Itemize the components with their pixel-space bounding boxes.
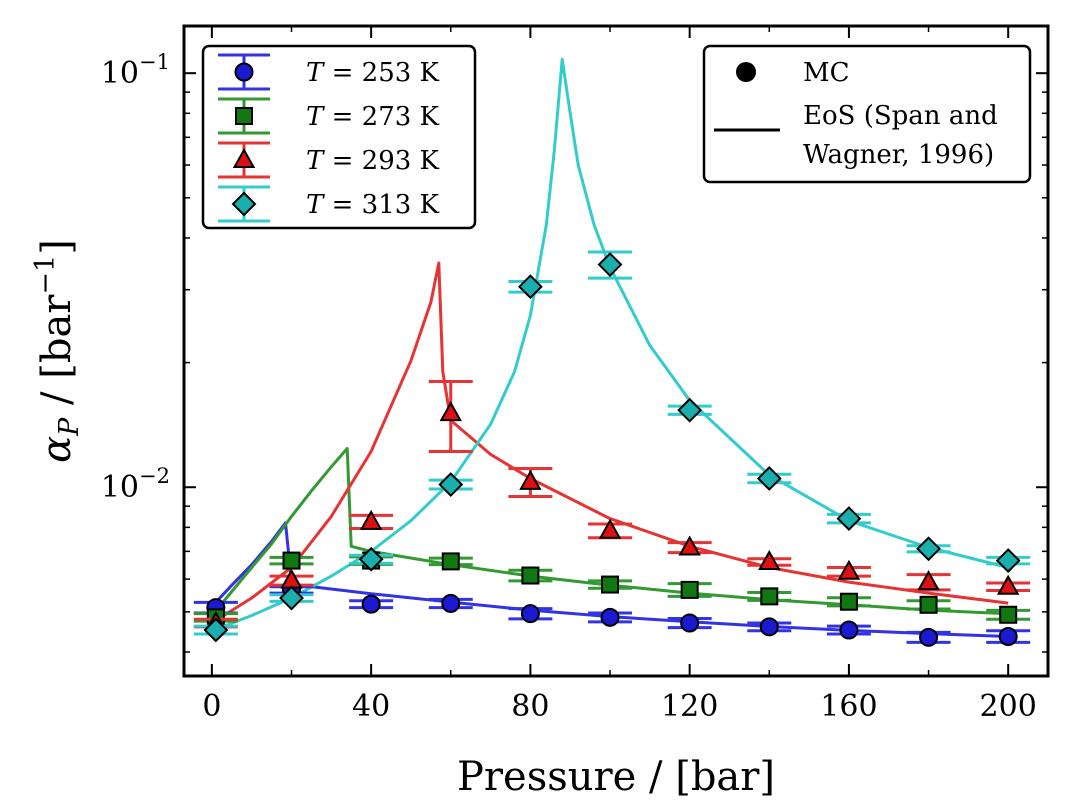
plot-frame <box>182 24 1050 678</box>
y-axis-unit-close: ] <box>34 239 80 255</box>
x-tick-label: 120 <box>661 689 718 724</box>
x-tick-label: 0 <box>202 689 221 724</box>
data-point <box>359 509 383 530</box>
mc-series-293k <box>193 380 1031 631</box>
legend-marker <box>235 107 253 125</box>
data-point <box>441 552 460 571</box>
data-point <box>919 595 938 614</box>
data-point <box>680 580 699 599</box>
data-point <box>600 607 620 627</box>
legend-label: T = 293 K <box>306 146 440 176</box>
style-legend: MC EoS (Span and Wagner, 1996) <box>702 44 1032 184</box>
y-axis-symbol: α <box>34 436 80 463</box>
x-tick-label: 200 <box>980 689 1037 724</box>
data-point <box>919 627 939 647</box>
x-tick-label: 80 <box>511 689 549 724</box>
legend-marker <box>232 147 256 168</box>
y-tick-label: 10−1 <box>101 50 170 91</box>
legend-eos-label-line2: Wagner, 1996) <box>803 140 994 170</box>
data-point <box>361 594 381 614</box>
data-point <box>438 472 464 497</box>
data-point <box>839 592 858 611</box>
data-point <box>520 604 540 624</box>
data-point <box>439 401 462 422</box>
legend-marker <box>231 191 257 217</box>
legend-label: T = 313 K <box>306 190 440 220</box>
data-point <box>756 466 782 491</box>
legend-entry-273k: T = 273 K <box>218 97 440 135</box>
data-point <box>917 570 940 591</box>
series-legend: T = 253 K T = 273 K T = 293 K T = 313 K <box>201 44 477 230</box>
legend-label: T = 273 K <box>306 102 440 132</box>
y-axis-unit: / [bar <box>34 294 80 418</box>
x-tick-label: 160 <box>820 689 877 724</box>
data-point <box>203 617 229 643</box>
legend-marker <box>234 62 254 82</box>
data-point <box>282 551 301 570</box>
data-point <box>680 613 700 633</box>
data-point <box>837 559 861 580</box>
data-point <box>678 535 701 556</box>
style-legend-box <box>702 44 1032 184</box>
plot-area <box>193 57 1031 647</box>
series-legend-entries: T = 253 K T = 273 K T = 293 K T = 313 K <box>218 53 440 223</box>
legend-entry-253k: T = 253 K <box>218 53 440 91</box>
data-point <box>677 397 703 423</box>
data-point <box>999 605 1018 624</box>
y-axis-unit-exponent: −1 <box>30 255 61 295</box>
data-point <box>519 469 542 490</box>
data-point <box>760 587 779 606</box>
legend-mc-marker <box>736 62 756 82</box>
y-axis-subscript: P <box>54 417 85 437</box>
x-axis-title: Pressure / [bar] <box>457 754 775 800</box>
data-point <box>839 620 859 640</box>
data-point <box>517 274 543 300</box>
y-tick-label: 10−2 <box>101 464 170 505</box>
legend-eos-label-line1: EoS (Span and <box>803 101 998 131</box>
x-tick-label: 40 <box>352 689 390 724</box>
legend-mc-label: MC <box>803 58 850 88</box>
data-point <box>916 536 941 562</box>
data-point <box>836 506 862 531</box>
legend-label: T = 253 K <box>306 58 440 88</box>
legend-entry-313k: T = 313 K <box>218 185 440 223</box>
data-point <box>998 626 1018 646</box>
data-point <box>521 566 540 585</box>
data-point <box>601 575 620 594</box>
legend-entry-293k: T = 293 K <box>218 141 440 179</box>
data-point <box>441 593 461 613</box>
data-point <box>597 252 623 277</box>
mc-series-313k <box>193 250 1031 643</box>
data-point <box>358 546 384 572</box>
data-point <box>996 574 1020 595</box>
eos-curve-313k <box>211 57 1009 633</box>
eos-curve-253k <box>210 521 1009 638</box>
series-legend-box <box>201 44 477 230</box>
eos-curve-293k <box>211 261 1009 625</box>
data-point <box>279 585 304 611</box>
axis-ticks: 0 40 80 120 160 200 10−2 10−1 <box>101 26 1048 724</box>
data-point <box>598 518 622 539</box>
data-point <box>995 548 1021 573</box>
data-point <box>759 617 779 637</box>
y-axis-title: αP / [bar−1] <box>30 239 85 463</box>
data-point <box>758 549 781 570</box>
